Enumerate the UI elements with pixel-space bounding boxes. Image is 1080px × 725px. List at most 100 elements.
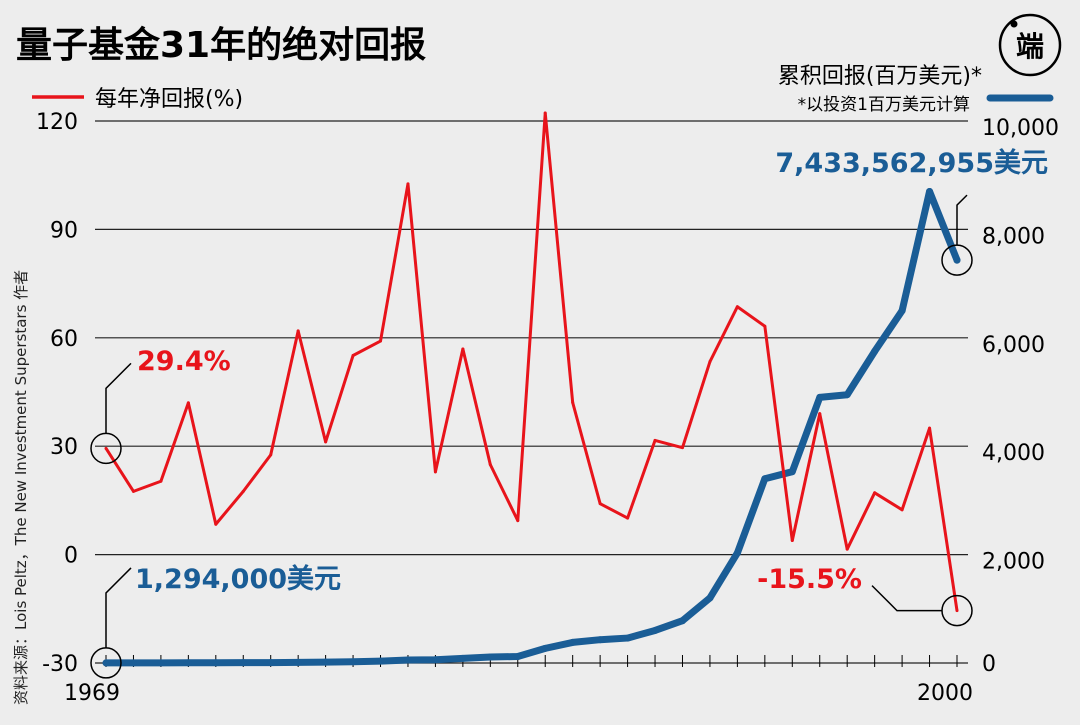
red-point bbox=[186, 401, 190, 405]
blue-point bbox=[651, 626, 659, 634]
label-red-start: 29.4% bbox=[137, 346, 231, 377]
blue-point bbox=[871, 347, 879, 355]
blue-point bbox=[322, 658, 330, 666]
right-tick-label: 10,000 bbox=[982, 116, 1059, 141]
red-point bbox=[324, 440, 328, 444]
red-point bbox=[626, 516, 630, 520]
red-point bbox=[543, 111, 547, 115]
left-tick-label: 120 bbox=[36, 110, 78, 135]
blue-point bbox=[267, 659, 275, 667]
blue-point bbox=[377, 657, 385, 665]
blue-point bbox=[569, 638, 577, 646]
chart-title: 量子基金31年的绝对回报 bbox=[16, 24, 426, 66]
blue-point bbox=[788, 468, 796, 476]
label-blue-start: 1,294,000美元 bbox=[135, 563, 341, 595]
right-tick-label: 0 bbox=[982, 652, 996, 677]
blue-point bbox=[459, 654, 467, 662]
leader-blue-start bbox=[105, 567, 132, 648]
legend-blue-label: 累积回报(百万美元)* bbox=[778, 64, 982, 89]
blue-point bbox=[624, 634, 632, 642]
red-point bbox=[379, 339, 383, 343]
red-point bbox=[790, 539, 794, 543]
blue-point bbox=[157, 659, 165, 667]
blue-point bbox=[816, 393, 824, 401]
red-point bbox=[351, 354, 355, 358]
red-point bbox=[131, 489, 135, 493]
blue-point bbox=[404, 656, 412, 664]
logo-icon: 端 bbox=[998, 13, 1062, 77]
label-blue-end: 7,433,562,955美元 bbox=[775, 147, 1048, 179]
red-point bbox=[735, 305, 739, 309]
red-point bbox=[104, 446, 108, 450]
right-tick-label: 2,000 bbox=[982, 550, 1045, 575]
x-axis-labels: 1969 2000 bbox=[64, 681, 973, 706]
red-point bbox=[928, 426, 932, 430]
blue-point bbox=[514, 652, 522, 660]
label-red-end: -15.5% bbox=[757, 564, 862, 595]
blue-point bbox=[184, 659, 192, 667]
blue-point bbox=[898, 307, 906, 315]
blue-point bbox=[541, 644, 549, 652]
red-point bbox=[873, 491, 877, 495]
source-text: 资料来源：Lois Peltz，The New Investment Super… bbox=[12, 270, 30, 705]
blue-point bbox=[102, 659, 110, 667]
series-line-annual-return bbox=[104, 111, 959, 611]
legend-red-label: 每年净回报(%) bbox=[95, 87, 243, 112]
series-points bbox=[102, 111, 961, 667]
blue-point bbox=[843, 391, 851, 399]
x-tick-label-start: 1969 bbox=[64, 681, 120, 706]
red-point bbox=[516, 519, 520, 523]
red-point bbox=[900, 508, 904, 512]
blue-point bbox=[129, 659, 137, 667]
red-point bbox=[598, 502, 602, 506]
blue-point bbox=[349, 658, 357, 666]
left-tick-label: 60 bbox=[50, 327, 78, 352]
red-point bbox=[461, 347, 465, 351]
blue-point bbox=[294, 658, 302, 666]
red-point bbox=[680, 446, 684, 450]
x-tick-label-end: 2000 bbox=[917, 681, 973, 706]
legend-blue-note: *以投资1百万美元计算 bbox=[798, 95, 970, 115]
gridlines bbox=[95, 120, 968, 664]
red-point bbox=[269, 453, 273, 457]
right-tick-label: 8,000 bbox=[982, 224, 1045, 249]
right-tick-label: 6,000 bbox=[982, 333, 1045, 358]
logo-text: 端 bbox=[1016, 30, 1044, 63]
leader-blue-end bbox=[956, 194, 968, 246]
blue-point bbox=[486, 653, 494, 661]
red-point bbox=[763, 324, 767, 328]
red-point bbox=[955, 609, 959, 613]
blue-point bbox=[678, 617, 686, 625]
leader-red-start bbox=[105, 362, 132, 434]
blue-point bbox=[706, 594, 714, 602]
red-point bbox=[708, 360, 712, 364]
left-tick-label: -30 bbox=[42, 652, 78, 677]
red-point bbox=[818, 412, 822, 416]
left-tick-label: 0 bbox=[64, 544, 78, 569]
right-axis-labels: 0 2,000 4,000 6,000 8,000 10,000 bbox=[982, 116, 1059, 677]
blue-point bbox=[431, 656, 439, 664]
red-point bbox=[214, 522, 218, 526]
annotations: 29.4% 1,294,000美元 -15.5% 7,433,562,955美元 bbox=[90, 147, 1048, 679]
blue-point bbox=[596, 636, 604, 644]
left-tick-label: 30 bbox=[50, 435, 78, 460]
blue-point bbox=[953, 256, 961, 264]
right-tick-label: 4,000 bbox=[982, 441, 1045, 466]
red-point bbox=[406, 182, 410, 186]
blue-point bbox=[761, 475, 769, 483]
red-point bbox=[845, 547, 849, 551]
red-point bbox=[488, 463, 492, 467]
red-point bbox=[159, 479, 163, 483]
red-point bbox=[571, 400, 575, 404]
blue-point bbox=[239, 659, 247, 667]
red-point bbox=[653, 438, 657, 442]
blue-point bbox=[926, 187, 934, 195]
red-point bbox=[296, 329, 300, 333]
blue-point bbox=[733, 549, 741, 557]
leader-red-end bbox=[871, 585, 942, 612]
left-axis-labels: -30 0 30 60 90 120 bbox=[36, 110, 78, 677]
red-point bbox=[433, 470, 437, 474]
left-tick-label: 90 bbox=[50, 218, 78, 243]
